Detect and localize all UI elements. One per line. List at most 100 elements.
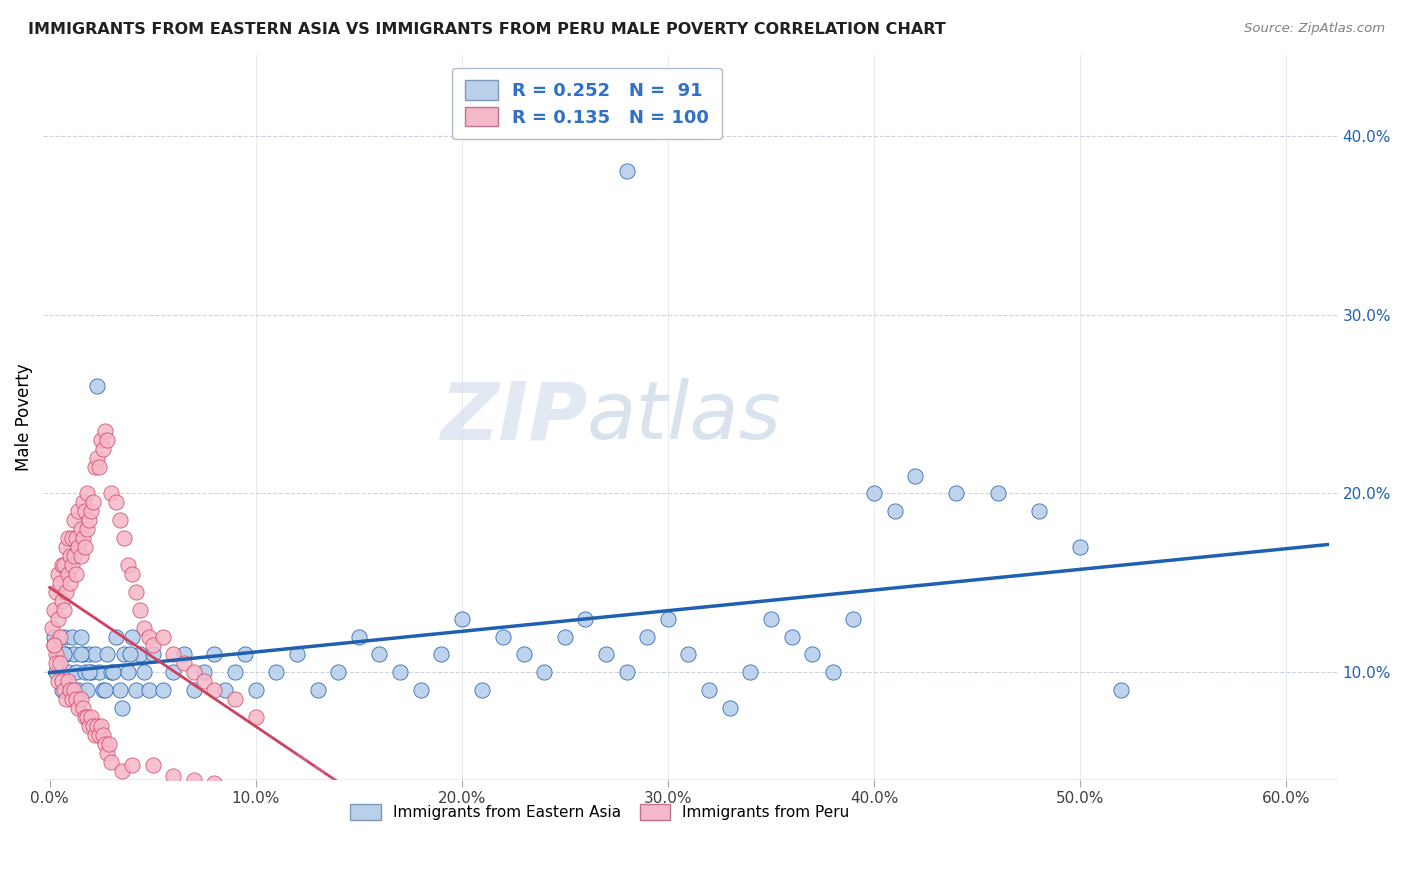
Point: [53, 558, 76, 572]
Point: [142, 648, 165, 662]
Point: [56, 531, 79, 545]
Point: [46, 566, 69, 581]
Point: [80, 665, 103, 680]
Point: [204, 776, 226, 790]
Point: [60, 558, 83, 572]
Point: [60, 630, 83, 644]
Point: [471, 683, 494, 698]
Point: [77, 648, 100, 662]
Point: [235, 648, 257, 662]
Point: [104, 495, 127, 509]
Point: [152, 630, 174, 644]
Point: [142, 758, 165, 772]
Point: [46, 648, 69, 662]
Point: [111, 701, 134, 715]
Point: [204, 683, 226, 698]
Point: [100, 755, 122, 769]
Point: [86, 379, 108, 393]
Point: [53, 648, 76, 662]
Point: [45, 657, 67, 671]
Point: [108, 513, 131, 527]
Point: [100, 665, 122, 680]
Point: [245, 710, 267, 724]
Point: [326, 665, 349, 680]
Point: [162, 648, 184, 662]
Point: [45, 665, 67, 680]
Point: [59, 549, 82, 563]
Point: [46, 674, 69, 689]
Point: [904, 468, 927, 483]
Point: [53, 630, 76, 644]
Point: [51, 593, 73, 607]
Point: [214, 683, 236, 698]
Point: [72, 701, 94, 715]
Point: [96, 433, 118, 447]
Point: [72, 495, 94, 509]
Point: [94, 737, 117, 751]
Point: [86, 719, 108, 733]
Point: [96, 746, 118, 760]
Point: [112, 531, 135, 545]
Point: [51, 683, 73, 698]
Point: [67, 504, 90, 518]
Point: [193, 665, 215, 680]
Point: [90, 719, 112, 733]
Point: [945, 486, 967, 500]
Point: [574, 612, 596, 626]
Point: [63, 549, 86, 563]
Point: [759, 612, 782, 626]
Point: [430, 648, 453, 662]
Point: [347, 630, 370, 644]
Point: [76, 486, 98, 500]
Point: [82, 495, 104, 509]
Point: [103, 665, 125, 680]
Point: [49, 657, 72, 671]
Point: [55, 648, 77, 662]
Point: [67, 540, 90, 554]
Point: [142, 639, 165, 653]
Legend: Immigrants from Eastern Asia, Immigrants from Peru: Immigrants from Eastern Asia, Immigrants…: [344, 798, 856, 826]
Point: [63, 683, 86, 698]
Point: [842, 612, 865, 626]
Point: [91, 683, 114, 698]
Point: [65, 566, 87, 581]
Point: [512, 648, 534, 662]
Point: [111, 764, 134, 778]
Point: [73, 540, 96, 554]
Point: [77, 719, 100, 733]
Point: [162, 769, 184, 783]
Text: Source: ZipAtlas.com: Source: ZipAtlas.com: [1244, 22, 1385, 36]
Point: [46, 612, 69, 626]
Point: [90, 433, 112, 447]
Point: [112, 648, 135, 662]
Point: [60, 692, 83, 706]
Point: [45, 584, 67, 599]
Point: [73, 504, 96, 518]
Point: [82, 719, 104, 733]
Point: [49, 575, 72, 590]
Point: [987, 486, 1010, 500]
Point: [73, 665, 96, 680]
Point: [53, 602, 76, 616]
Point: [96, 648, 118, 662]
Y-axis label: Male Poverty: Male Poverty: [15, 364, 32, 471]
Point: [56, 674, 79, 689]
Point: [595, 648, 617, 662]
Point: [53, 683, 76, 698]
Point: [152, 683, 174, 698]
Point: [883, 504, 905, 518]
Point: [616, 665, 638, 680]
Point: [801, 648, 824, 662]
Point: [193, 674, 215, 689]
Point: [100, 486, 122, 500]
Point: [118, 648, 141, 662]
Point: [121, 566, 143, 581]
Point: [678, 648, 700, 662]
Point: [224, 665, 246, 680]
Point: [49, 665, 72, 680]
Point: [42, 639, 65, 653]
Point: [104, 630, 127, 644]
Point: [697, 683, 720, 698]
Point: [84, 728, 107, 742]
Point: [69, 522, 91, 536]
